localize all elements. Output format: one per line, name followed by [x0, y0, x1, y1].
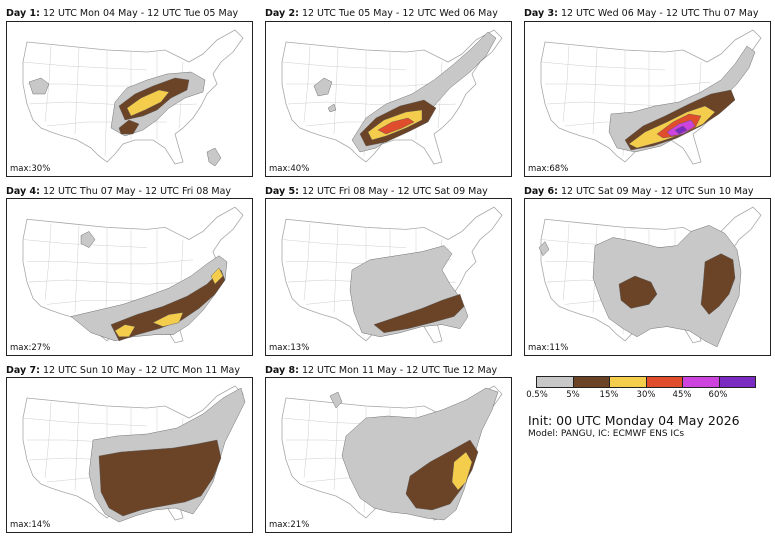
- us-map: [22, 385, 246, 523]
- probability-region: [618, 275, 658, 309]
- state-border: [303, 223, 311, 301]
- panel-title: Day 4: 12 UTC Thu 07 May - 12 UTC Fri 08…: [6, 186, 232, 197]
- state-border: [22, 61, 148, 71]
- state-border: [22, 417, 148, 427]
- probability-region: [451, 451, 473, 491]
- max-label: max:30%: [10, 164, 51, 174]
- probability-region: [114, 324, 136, 337]
- state-border: [74, 403, 80, 491]
- map-day-7: max:14%: [6, 377, 253, 533]
- us-map: [22, 206, 244, 344]
- map-day-1: max:30%: [6, 21, 253, 177]
- state-border: [44, 401, 52, 479]
- us-map: [538, 206, 762, 348]
- init-time: Init: 00 UTC Monday 04 May 2026: [528, 413, 740, 428]
- legend-swatch-5: [573, 377, 610, 387]
- us-outline: [540, 29, 762, 165]
- state-border: [303, 401, 311, 479]
- max-label: max:21%: [269, 520, 310, 530]
- panel-title: Day 1: 12 UTC Mon 04 May - 12 UTC Tue 05…: [6, 8, 239, 19]
- map-day-2: max:40%: [265, 21, 512, 177]
- map-day-8: max:21%: [265, 377, 512, 533]
- probability-region: [592, 225, 742, 348]
- probability-region: [373, 293, 465, 333]
- state-border: [562, 45, 570, 123]
- probability-region: [118, 119, 140, 135]
- legend-swatch-15: [610, 377, 647, 387]
- map-day-5: max:13%: [265, 198, 512, 356]
- panel-title: Day 7: 12 UTC Sun 10 May - 12 UTC Mon 11…: [6, 365, 240, 376]
- state-border: [540, 61, 666, 71]
- legend-swatch-30: [646, 377, 683, 387]
- probability-region: [210, 267, 224, 285]
- probability-region: [538, 241, 550, 257]
- legend-swatch-45: [683, 377, 720, 387]
- legend-tick: 0.5%: [526, 390, 548, 400]
- panel-title: Day 5: 12 UTC Fri 08 May - 12 UTC Sat 09…: [265, 186, 488, 197]
- legend-colorbar: [536, 376, 756, 388]
- state-border: [104, 50, 108, 157]
- us-map: [281, 29, 503, 165]
- probability-region: [313, 77, 333, 97]
- state-border: [281, 239, 407, 248]
- probability-region: [674, 125, 688, 135]
- legend-tick: 30%: [636, 390, 656, 400]
- legend-tick: 45%: [672, 390, 692, 400]
- legend-swatch-0-5: [537, 377, 574, 387]
- map-day-3: max:68%: [524, 21, 771, 177]
- state-border: [333, 403, 339, 491]
- probability-region: [126, 89, 170, 117]
- model-info: Model: PANGU, IC: ECMWF ENS ICs: [528, 429, 685, 439]
- us-map: [540, 29, 762, 165]
- state-border: [44, 45, 52, 123]
- legend-swatch-60: [719, 377, 755, 387]
- probability-region: [327, 103, 337, 113]
- state-border: [562, 223, 570, 301]
- us-map: [281, 385, 503, 521]
- probability-region: [329, 391, 343, 409]
- map-day-4: max:27%: [6, 198, 253, 356]
- legend-tick: 5%: [566, 390, 580, 400]
- probability-region: [206, 147, 222, 167]
- us-map: [281, 206, 503, 344]
- legend-tick: 60%: [708, 390, 728, 400]
- max-label: max:27%: [10, 343, 51, 353]
- max-label: max:11%: [528, 343, 569, 353]
- state-border: [74, 47, 80, 135]
- probability-legend: 0.5% 5% 15% 30% 45% 60%: [526, 376, 756, 400]
- map-day-6: max:11%: [524, 198, 771, 356]
- probability-region: [110, 269, 226, 342]
- panel-title: Day 6: 12 UTC Sat 09 May - 12 UTC Sun 10…: [524, 186, 754, 197]
- state-border: [44, 223, 52, 301]
- probability-region: [700, 253, 736, 315]
- probability-region: [377, 117, 415, 135]
- max-label: max:40%: [269, 164, 310, 174]
- state-border: [592, 47, 598, 135]
- max-label: max:14%: [10, 520, 51, 530]
- panel-title: Day 3: 12 UTC Wed 06 May - 12 UTC Thu 07…: [524, 8, 759, 19]
- us-map: [22, 29, 244, 167]
- state-border: [281, 61, 407, 71]
- probability-region: [152, 312, 184, 327]
- us-outline: [281, 29, 503, 165]
- state-border: [303, 45, 311, 123]
- state-border: [333, 225, 339, 313]
- probability-region: [80, 231, 96, 248]
- panel-title: Day 2: 12 UTC Tue 05 May - 12 UTC Wed 06…: [265, 8, 498, 19]
- panel-title: Day 8: 12 UTC Mon 11 May - 12 UTC Tue 12…: [265, 365, 498, 376]
- probability-region: [28, 77, 50, 95]
- state-border: [333, 47, 339, 135]
- max-label: max:68%: [528, 164, 569, 174]
- probability-region: [98, 439, 222, 517]
- legend-tick: 15%: [599, 390, 619, 400]
- max-label: max:13%: [269, 343, 310, 353]
- state-border: [74, 225, 80, 313]
